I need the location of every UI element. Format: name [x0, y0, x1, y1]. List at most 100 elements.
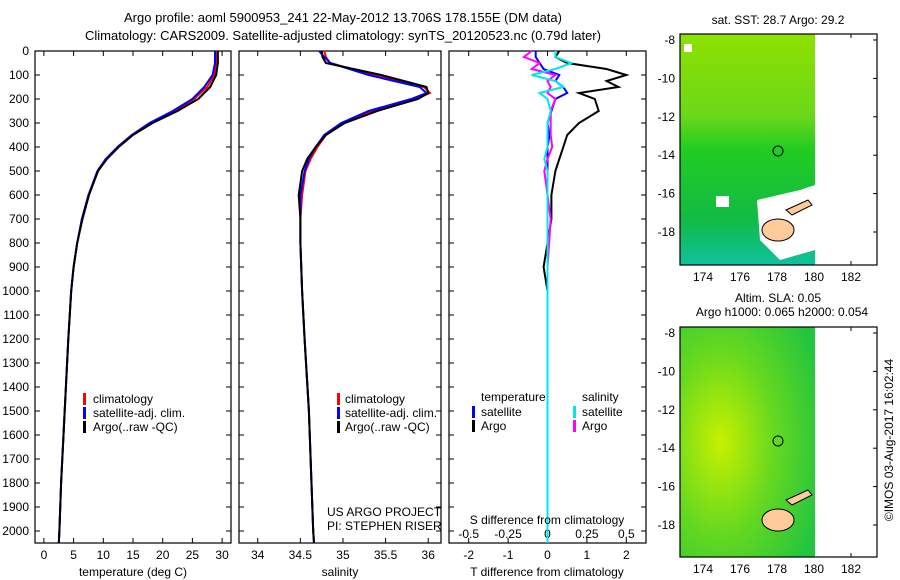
- sst-map-lat-label: -12: [658, 110, 676, 124]
- sla-map-lat-label: -14: [658, 441, 676, 455]
- depth-tick-label: 700: [9, 212, 29, 226]
- legend-label: Argo(..raw -QC): [345, 420, 430, 434]
- depth-tick-label: 900: [9, 260, 29, 274]
- float-position-marker: [772, 435, 784, 447]
- salinity-climatology-line: [299, 50, 432, 544]
- legend-swatch-satellite: [83, 407, 86, 419]
- difference-legend: temperature salinity satellite Argo sate…: [472, 390, 623, 433]
- land-vanua-levu: [785, 489, 813, 506]
- depth-tick-label: 1300: [2, 356, 29, 370]
- legend-swatch-argo: [83, 421, 86, 433]
- x-tick-label: 34.5: [289, 548, 313, 562]
- legend-label: satellite-adj. clim.: [93, 406, 185, 420]
- x-tick-label: 34: [251, 548, 265, 562]
- sst-map-lon-label: 180: [804, 270, 824, 284]
- sla-map-lon-label: 176: [730, 562, 750, 576]
- project-line-1: US ARGO PROJECT: [327, 505, 442, 519]
- project-line-2: PI: STEPHEN RISER: [327, 519, 442, 533]
- sla-map-lat-label: -12: [658, 403, 676, 417]
- depth-tick-label: 300: [9, 116, 29, 130]
- sla-map-frame: [679, 326, 878, 558]
- salinity-panel: [238, 50, 442, 544]
- depth-tick-label: 1400: [2, 380, 29, 394]
- sla-map-lat-label: -16: [658, 480, 676, 494]
- x-tick-label: 10: [97, 548, 111, 562]
- sst-map-lat-label: -8: [664, 33, 675, 47]
- sst-map-frame: [679, 33, 878, 266]
- sla-map-title-2: Argo h1000: 0.065 h2000: 0.054: [696, 305, 868, 319]
- legend-swatch-climatology: [83, 393, 86, 405]
- sst-map-lon-label: 178: [767, 270, 787, 284]
- title-line-1: Argo profile: aoml 5900953_241 22-May-20…: [124, 10, 562, 25]
- s-diff-tick-label: 0.5: [618, 527, 635, 541]
- temperature-satellite-line: [57, 51, 216, 544]
- depth-tick-label: 800: [9, 236, 29, 250]
- salinity-satellite-line: [299, 50, 429, 544]
- depth-tick-label: 1700: [2, 452, 29, 466]
- sst-map-lon-label: 182: [841, 270, 861, 284]
- legend-label: Argo: [481, 419, 507, 433]
- depth-tick-label: 1200: [2, 332, 29, 346]
- depth-tick-label: 1600: [2, 428, 29, 442]
- t-diff-argo-line: [542, 50, 630, 543]
- x-tick-label: 15: [126, 548, 140, 562]
- legend-title-temperature: temperature: [481, 390, 546, 404]
- legend-label: satellite: [481, 405, 522, 419]
- depth-tick-label: 1000: [2, 284, 29, 298]
- legend-swatch-argo: [337, 421, 340, 433]
- legend-label: satellite: [582, 405, 623, 419]
- legend-swatch-t-satellite: [472, 406, 475, 418]
- sst-map-lat-label: -18: [658, 225, 676, 239]
- legend-label: Argo(..raw -QC): [93, 420, 178, 434]
- sst-map-lat-label: -16: [658, 187, 676, 201]
- s-diff-tick-label: -0.25: [494, 527, 522, 541]
- salinity-xlabel: salinity: [322, 565, 359, 579]
- x-tick-label: 35.5: [374, 548, 398, 562]
- x-tick-label: 25: [186, 548, 200, 562]
- sst-map-lat-label: -10: [658, 71, 676, 85]
- sst-map-title: sat. SST: 28.7 Argo: 29.2: [712, 13, 845, 27]
- x-tick-label: 35: [336, 548, 350, 562]
- t-diff-xlabel: T difference from climatology: [470, 565, 624, 579]
- sla-map-lon-label: 180: [804, 562, 824, 576]
- land-viti-levu: [761, 218, 795, 242]
- x-tick-label: 1: [584, 548, 591, 562]
- x-tick-label: 0: [41, 548, 48, 562]
- legend-label: climatology: [345, 392, 405, 406]
- s-diff-tick-label: 0.25: [575, 527, 599, 541]
- land-vanua-levu: [785, 199, 813, 216]
- legend-swatch-climatology: [337, 393, 340, 405]
- temperature-panel: [34, 50, 232, 544]
- legend-label: climatology: [93, 392, 153, 406]
- missing-data-patch: [684, 44, 692, 52]
- sla-map-lon-label: 178: [767, 562, 787, 576]
- float-position-marker: [772, 145, 784, 157]
- depth-tick-label: 1500: [2, 404, 29, 418]
- depth-tick-label: 100: [9, 68, 29, 82]
- legend-swatch-t-argo: [472, 420, 475, 432]
- x-tick-label: 30: [215, 548, 229, 562]
- sst-map-lat-label: -14: [658, 148, 676, 162]
- s-diff-satellite-line: [531, 51, 574, 543]
- timestamp: ©IMOS 03-Aug-2017 16:02:44: [882, 359, 896, 522]
- legend-label: satellite-adj. clim.: [345, 406, 437, 420]
- land-viti-levu: [761, 508, 795, 532]
- x-tick-label: 20: [156, 548, 170, 562]
- s-diff-argo-line: [521, 50, 558, 543]
- s-diff-tick-label: -0.5: [458, 527, 479, 541]
- sla-map-lat-label: -18: [658, 518, 676, 532]
- salinity-legend: climatology satellite-adj. clim. Argo(..…: [337, 392, 437, 434]
- sla-field: [680, 327, 815, 557]
- x-tick-label: 36: [422, 548, 436, 562]
- depth-tick-label: 0: [22, 44, 29, 58]
- sst-map-lon-label: 174: [693, 270, 713, 284]
- legend-swatch-s-argo: [573, 420, 576, 432]
- x-tick-label: 2: [623, 548, 630, 562]
- sla-map-lon-label: 182: [841, 562, 861, 576]
- missing-data-patch: [716, 196, 729, 207]
- sla-map-lat-label: -10: [658, 364, 676, 378]
- sst-map: [679, 33, 878, 266]
- sla-map: [679, 326, 878, 558]
- x-tick-label: 0: [544, 548, 551, 562]
